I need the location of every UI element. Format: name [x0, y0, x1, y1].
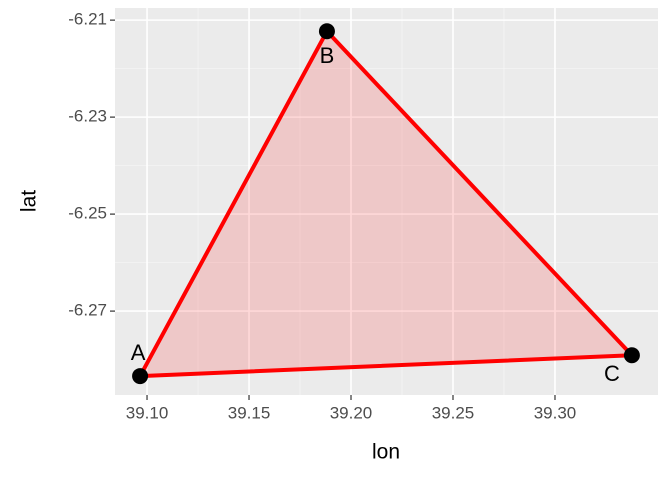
x-axis-title: lon [372, 441, 400, 464]
point-label: B [320, 43, 335, 68]
x-tick-label: 39.20 [330, 403, 373, 422]
y-tick-label: -6.21 [68, 10, 107, 29]
point-label: A [131, 340, 146, 365]
point [132, 368, 149, 385]
point [623, 347, 640, 364]
x-tick-label: 39.25 [432, 403, 475, 422]
y-tick-label: -6.23 [68, 107, 107, 126]
x-tick-label: 39.15 [228, 403, 271, 422]
panel [115, 8, 658, 395]
point-label: C [604, 361, 620, 386]
x-tick-label: 39.30 [534, 403, 577, 422]
point [318, 23, 335, 40]
y-axis-title: lat [18, 190, 41, 212]
polygon [138, 29, 634, 379]
y-tick-label: -6.27 [68, 301, 107, 320]
x-tick-label: 39.10 [126, 403, 169, 422]
y-tick-label: -6.25 [68, 204, 107, 223]
